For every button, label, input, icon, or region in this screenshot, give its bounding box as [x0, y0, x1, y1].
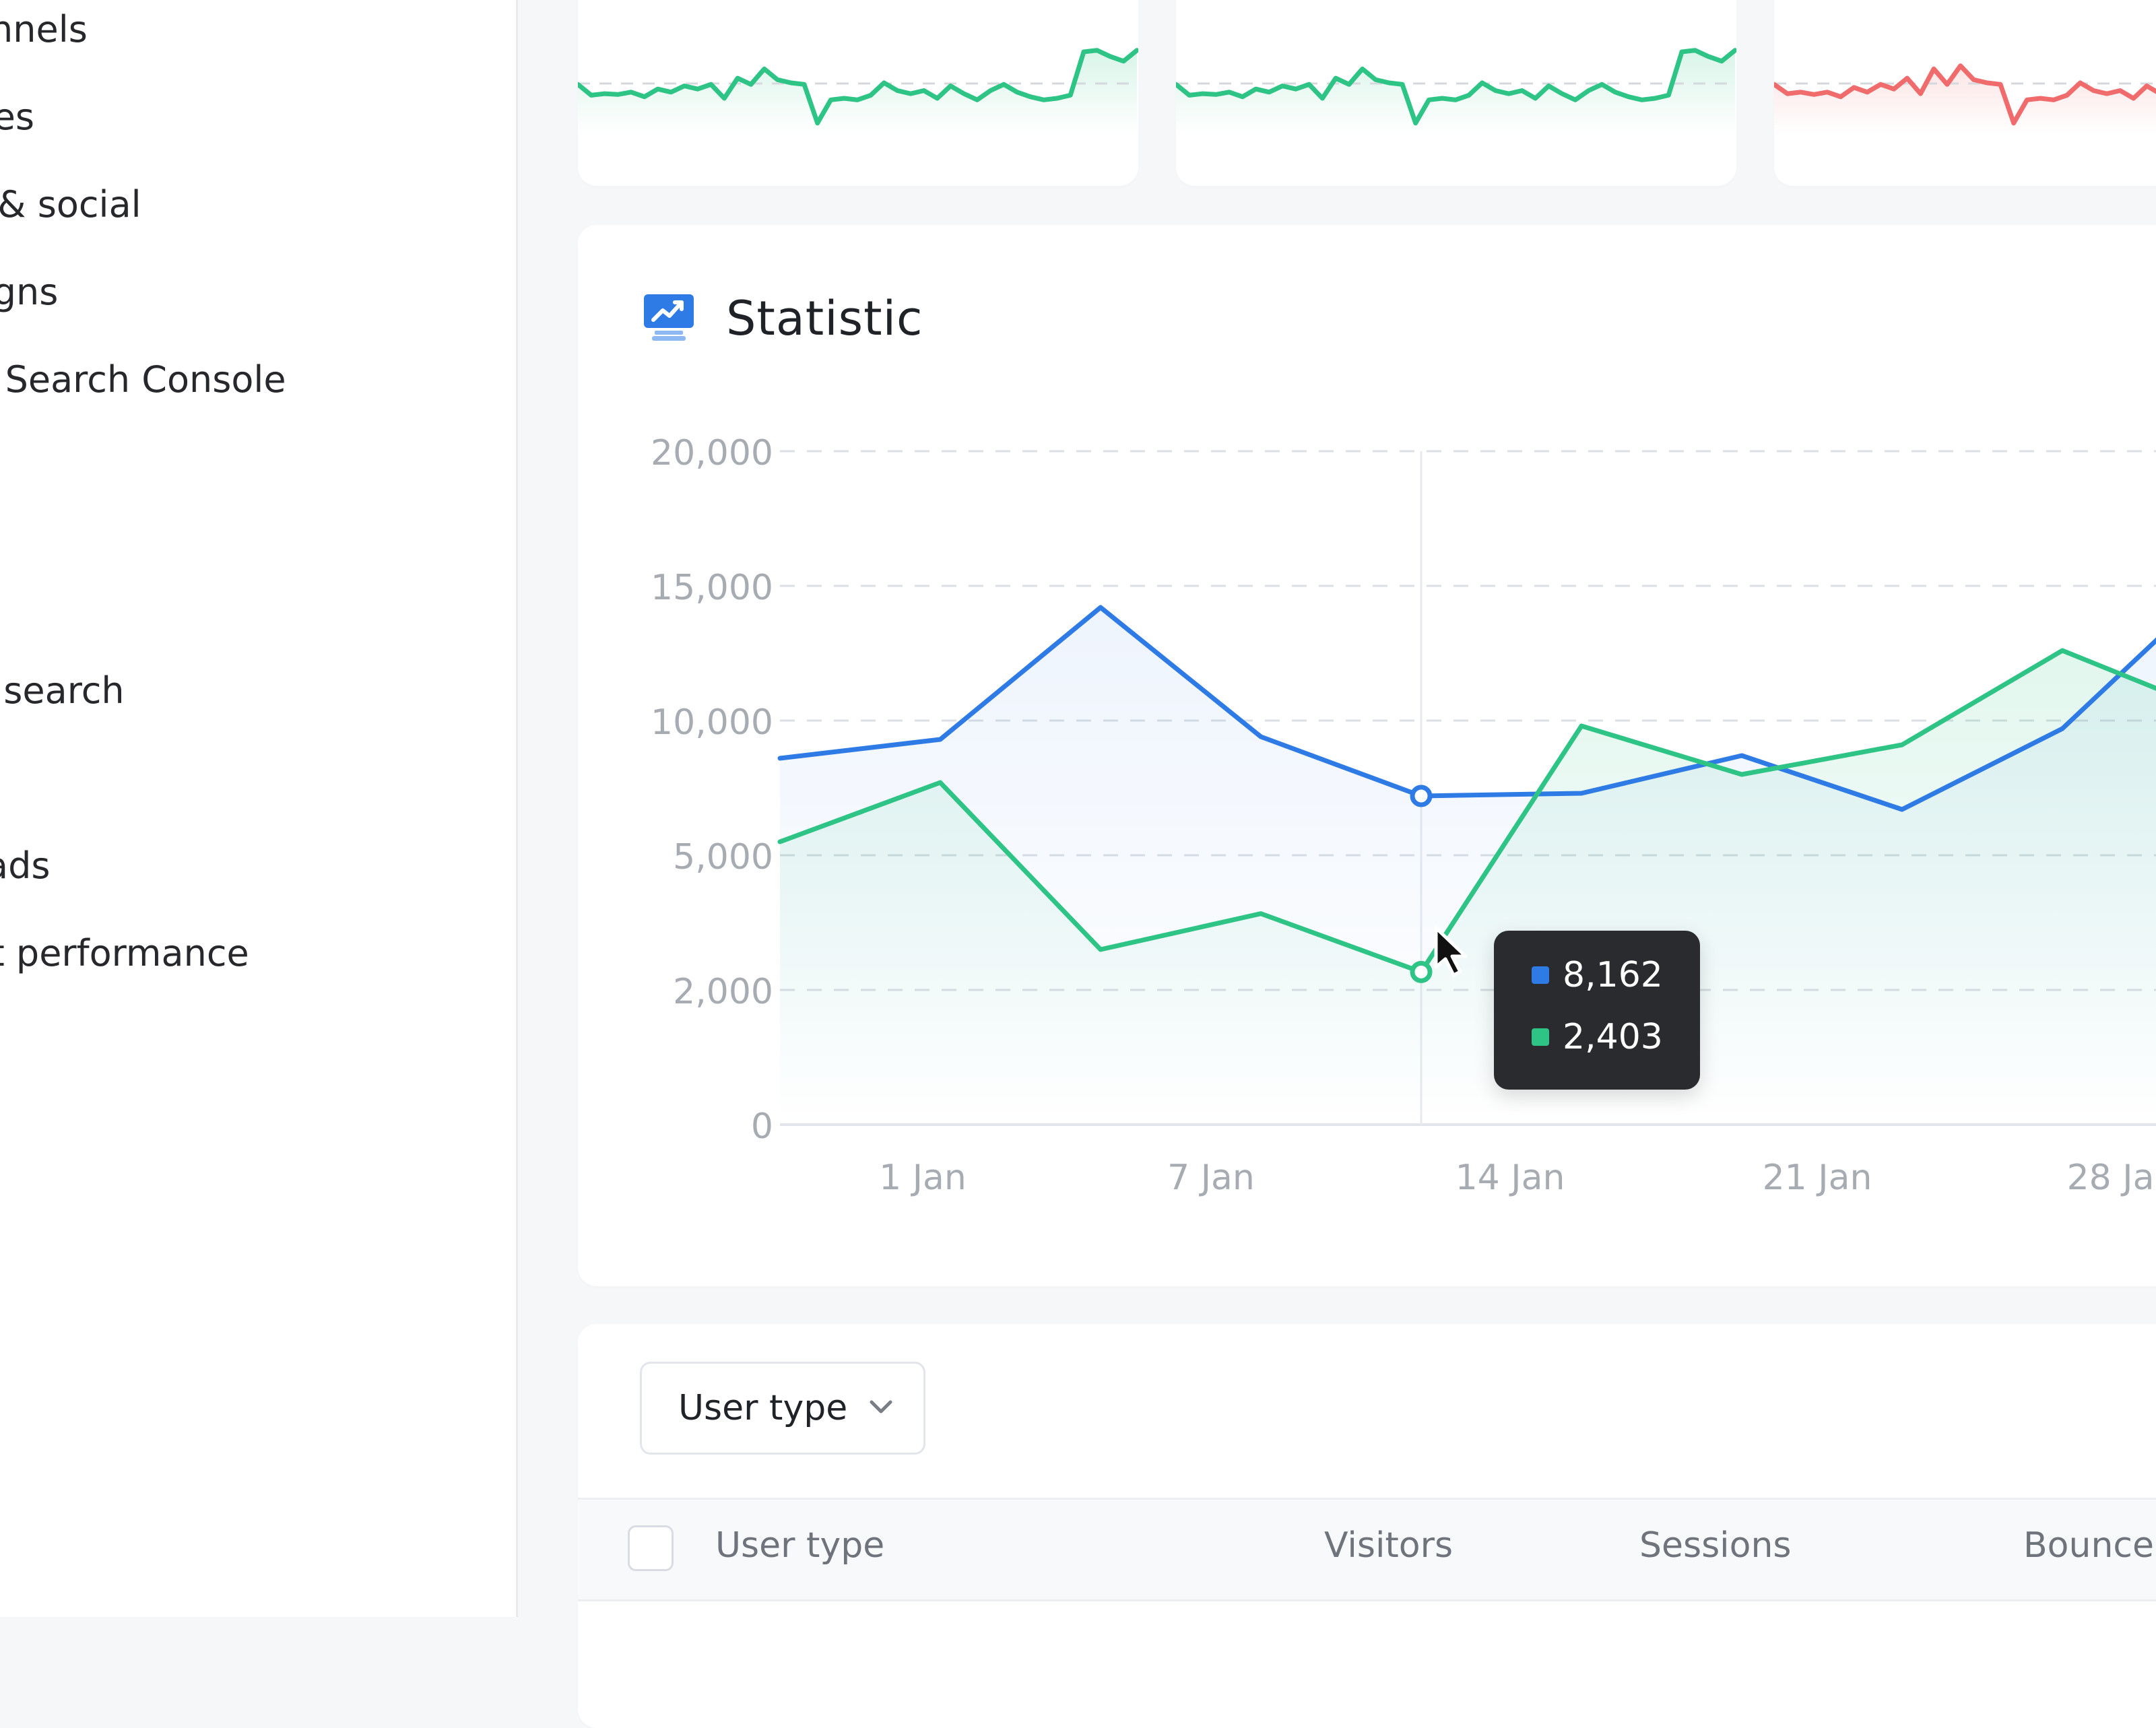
sparkline-line: [1176, 48, 1736, 126]
tooltip-row-1: 8,162: [1532, 955, 1663, 995]
user-type-dropdown[interactable]: User type: [640, 1362, 925, 1455]
tooltip-value-1: 8,162: [1563, 955, 1663, 995]
series-line-0: [777, 605, 2156, 812]
y-tick-label: 20,000: [651, 433, 773, 473]
sparkline-chart-3: [1774, 63, 2156, 135]
sparkline-area: [578, 50, 1137, 135]
y-tick-label: 0: [751, 1106, 773, 1147]
mouse-cursor-icon: [1432, 925, 1476, 982]
sparkline-card-3: [1774, 0, 2156, 186]
dropdown-label: User type: [678, 1388, 848, 1428]
sidebar: Channels Search engines Website & social…: [0, 0, 518, 1617]
sidebar-item-campaigns[interactable]: Campaigns: [0, 271, 59, 313]
x-tick-label: 7 Jan: [1167, 1158, 1255, 1198]
sparkline-area: [1774, 65, 2156, 135]
x-tick-label: 1 Jan: [879, 1158, 967, 1198]
sparkline-area: [1176, 50, 1735, 135]
table-header: User type Visitors Sessions Bounce: [578, 1498, 2156, 1601]
y-tick-label: 5,000: [673, 837, 773, 877]
sidebar-item-internal-search[interactable]: Internal search: [0, 669, 125, 712]
hover-point-0: [1410, 785, 1433, 807]
tooltip-swatch-blue: [1532, 966, 1549, 984]
sparkline-chart-1: [578, 48, 1138, 135]
sparkline-line: [578, 48, 1138, 126]
column-header-user-type[interactable]: User type: [715, 1525, 885, 1566]
sparkline-card-1: [578, 0, 1138, 186]
statistic-card: Statistic 20,000 15,000 10,000 5,000 2,000 0 1…: [578, 225, 2156, 1286]
sidebar-item-downloads[interactable]: Downloads: [0, 844, 51, 887]
sidebar-item-website-social[interactable]: Website & social: [0, 183, 141, 226]
x-tick-label: 28 Jan: [2067, 1158, 2156, 1198]
series-line-1: [777, 648, 2156, 974]
column-header-bounce[interactable]: Bounce: [2023, 1525, 2154, 1566]
statistic-header: Statistic: [643, 291, 923, 346]
series-area-1: [780, 651, 2156, 1125]
statistic-title: Statistic: [726, 291, 923, 346]
presentation-chart-icon: [643, 293, 695, 344]
sidebar-item-google-search-console[interactable]: Google Search Console: [0, 358, 286, 401]
tooltip-value-2: 2,403: [1563, 1017, 1663, 1057]
y-tick-label: 2,000: [673, 972, 773, 1012]
y-tick-label: 10,000: [651, 702, 773, 743]
x-tick-label: 14 Jan: [1456, 1158, 1565, 1198]
sidebar-item-content-performance[interactable]: Content performance: [0, 932, 249, 974]
sparkline-chart-2: [1176, 48, 1736, 135]
x-tick-label: 21 Jan: [1763, 1158, 1872, 1198]
chevron-down-icon: [868, 1398, 894, 1418]
table-card: User type User type Visitors Sessions Bo…: [578, 1324, 2156, 1728]
hover-point-1: [1410, 960, 1433, 983]
sidebar-item-search-engines[interactable]: Search engines: [0, 96, 34, 138]
select-all-checkbox[interactable]: [628, 1525, 674, 1571]
tooltip-swatch-green: [1532, 1028, 1549, 1046]
statistic-chart: 20,000 15,000 10,000 5,000 2,000 0 1 Jan 7 Jan 1…: [651, 433, 2156, 1198]
sparkline-line: [1774, 63, 2156, 126]
sidebar-item-channels[interactable]: Channels: [0, 8, 88, 51]
sparkline-card-2: [1176, 0, 1736, 186]
chart-tooltip: 8,162 2,403: [1494, 931, 1700, 1090]
column-header-sessions[interactable]: Sessions: [1639, 1525, 1792, 1566]
tooltip-row-2: 2,403: [1532, 1017, 1663, 1057]
column-header-visitors[interactable]: Visitors: [1324, 1525, 1453, 1566]
y-tick-label: 15,000: [651, 568, 773, 608]
